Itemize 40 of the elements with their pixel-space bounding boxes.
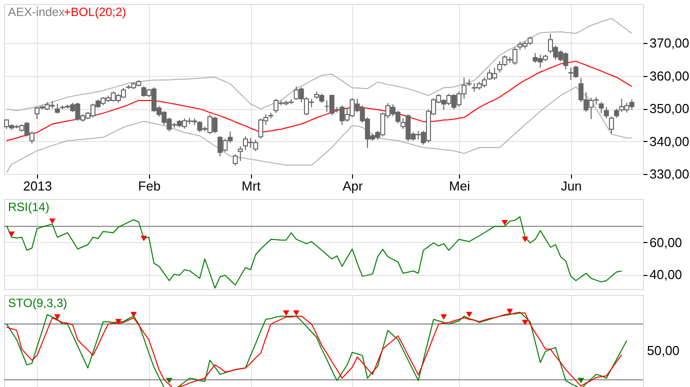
y-tick-label: 60,00 [650, 234, 682, 250]
candlestick [608, 116, 614, 134]
x-tick-label: Apr [342, 178, 364, 194]
point [282, 310, 290, 316]
point [440, 314, 447, 320]
point [54, 314, 61, 320]
chart-title: AEX-index [8, 5, 65, 19]
line-series [6, 216, 622, 289]
y-tick-label: 350,00 [650, 101, 690, 116]
point [466, 312, 472, 318]
point [502, 220, 508, 226]
y-tick-label: 370,00 [650, 36, 690, 51]
point [115, 318, 122, 324]
point [140, 236, 147, 242]
x-tick-label: Mei [449, 178, 470, 194]
candlestick [238, 146, 243, 162]
x-tick-label: 2013 [23, 178, 52, 194]
point [130, 312, 137, 318]
text: 50,00 [647, 343, 680, 358]
series-label: RSI(14) [8, 200, 50, 214]
point [49, 218, 56, 224]
candlestick [604, 106, 609, 119]
candlestick [54, 103, 60, 114]
x-tick-label: Feb [138, 178, 161, 194]
candlestick [232, 154, 238, 166]
y-tick-label: 340,00 [650, 134, 690, 149]
y-tick-label: 360,00 [650, 68, 690, 84]
series-label: STO(9,3,3) [8, 296, 68, 310]
text: +BOL(20;2) [64, 5, 126, 19]
point [8, 231, 15, 237]
point [293, 310, 300, 316]
point [578, 378, 584, 384]
x-tick-label: Mrt [242, 178, 261, 194]
x-tick-label: Jun [560, 178, 582, 194]
candlestick [598, 102, 604, 114]
point [166, 378, 172, 384]
y-tick-label: 330,00 [650, 166, 690, 182]
point [522, 320, 528, 326]
point [522, 236, 528, 242]
y-tick-label: 40,00 [650, 267, 682, 282]
